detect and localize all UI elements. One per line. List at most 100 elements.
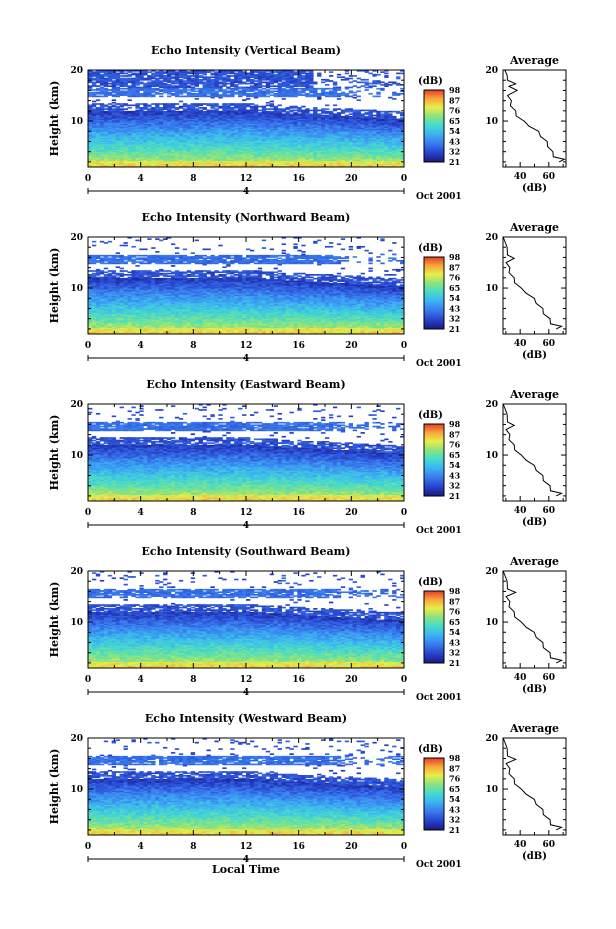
x-tick-label: 8 [190,341,196,351]
colorbar-tick-label: 43 [449,804,461,814]
panel-2: Echo Intensity (Eastward Beam) 10 20 Height… [48,378,566,536]
panel-title: Echo Intensity (Eastward Beam) [146,378,345,391]
x-tick-label: 0 [85,341,91,351]
colorbar-tick-label: 32 [449,815,460,825]
average-x-label: (dB) [522,350,547,361]
colorbar-tick-label: 98 [449,753,461,763]
x-tick-label: 16 [292,508,305,518]
colorbar [424,90,444,162]
colorbar-tick-label: 87 [449,429,460,439]
x-tick-label: 20 [345,842,358,852]
panel-title: Echo Intensity (Westward Beam) [145,712,347,725]
panel-0: Echo Intensity (Vertical Beam)1020Height… [48,44,566,202]
x-tick-label: 8 [190,508,196,518]
average-y-tick-label: 10 [485,451,498,461]
date-marker: 4 [243,354,249,364]
average-profile-line [503,237,561,329]
y-axis-label: Height (km) [48,248,61,324]
average-x-label: (dB) [522,684,547,695]
colorbar-tick-label: 76 [449,774,461,784]
average-profile-line [503,404,561,496]
colorbar-tick-label: 87 [449,95,460,105]
panel-title: Echo Intensity (Southward Beam) [142,545,351,558]
average-frame [503,738,566,835]
colorbar-tick-label: 87 [449,596,460,606]
date-label: Oct 2001 [416,192,462,202]
colorbar-tick-label: 54 [449,627,461,637]
average-y-tick-label: 20 [485,567,498,577]
colorbar-tick-label: 32 [449,147,460,157]
panel-title: Echo Intensity (Vertical Beam) [151,44,341,57]
colorbar [424,257,444,329]
colorbar-tick-label: 43 [449,303,461,313]
y-axis-label: Height (km) [48,81,61,157]
y-axis-label: Height (km) [48,582,61,658]
x-tick-label: 4 [138,842,144,852]
colorbar-tick-label: 65 [449,283,460,293]
x-tick-label: 16 [292,174,305,184]
y-axis-label: Height (km) [48,415,61,491]
colorbar-unit: (dB) [418,744,443,755]
colorbar-unit: (dB) [418,577,443,588]
x-tick-label: 8 [190,842,196,852]
average-x-tick-label: 40 [514,840,527,850]
date-label: Oct 2001 [416,526,462,536]
colorbar-tick-label: 65 [449,450,460,460]
date-marker: 4 [243,521,249,531]
x-tick-label: 20 [345,675,358,685]
y-tick-label: 20 [70,233,83,243]
intensity-heatmap [88,404,404,501]
colorbar-tick-label: 76 [449,273,461,283]
x-tick-label: 0 [85,842,91,852]
colorbar-tick-label: 98 [449,586,461,596]
y-tick-label: 20 [70,734,83,744]
date-marker: 4 [243,187,249,197]
average-y-tick-label: 10 [485,284,498,294]
colorbar-tick-label: 21 [449,658,460,668]
colorbar-tick-label: 65 [449,784,460,794]
colorbar-tick-label: 76 [449,607,461,617]
colorbar-tick-label: 54 [449,794,461,804]
x-tick-label: 8 [190,675,196,685]
x-tick-label: 16 [292,341,305,351]
average-title: Average [509,388,559,401]
colorbar-tick-label: 87 [449,262,460,272]
panel-1: Echo Intensity (Northward Beam)1020Heigh… [48,211,566,369]
date-label: Oct 2001 [416,693,462,703]
intensity-heatmap [88,237,404,334]
average-x-tick-label: 40 [514,506,527,516]
average-y-tick-label: 10 [485,117,498,127]
average-y-tick-label: 10 [485,785,498,795]
average-x-tick-label: 60 [543,673,556,683]
average-x-label: (dB) [522,851,547,862]
x-tick-label: 12 [240,842,253,852]
panel-3: Echo Intensity (Southward Beam) 10 20 Heigh… [48,545,566,703]
x-tick-label: 12 [240,675,253,685]
average-x-tick-label: 40 [514,172,527,182]
x-tick-label: 4 [138,675,144,685]
date-label: Oct 2001 [416,359,462,369]
x-tick-label: 16 [292,675,305,685]
x-tick-label: 0 [85,174,91,184]
average-x-tick-label: 60 [543,339,556,349]
date-label: Oct 2001 [416,860,462,870]
average-title: Average [509,555,559,568]
colorbar-tick-label: 32 [449,481,460,491]
x-tick-label: 0 [401,508,407,518]
average-x-label: (dB) [522,183,547,194]
x-tick-label: 4 [138,508,144,518]
intensity-heatmap [88,571,404,668]
average-y-tick-label: 20 [485,734,498,744]
x-tick-label: 12 [240,508,253,518]
colorbar-tick-label: 21 [449,324,460,334]
colorbar [424,758,444,830]
colorbar-tick-label: 43 [449,637,461,647]
y-tick-label: 10 [70,618,83,628]
colorbar-tick-label: 32 [449,314,460,324]
x-tick-label: 0 [401,675,407,685]
x-tick-label: 20 [345,508,358,518]
colorbar-tick-label: 21 [449,157,460,167]
colorbar-tick-label: 98 [449,252,461,262]
x-tick-label: 20 [345,341,358,351]
x-tick-label: 4 [138,341,144,351]
